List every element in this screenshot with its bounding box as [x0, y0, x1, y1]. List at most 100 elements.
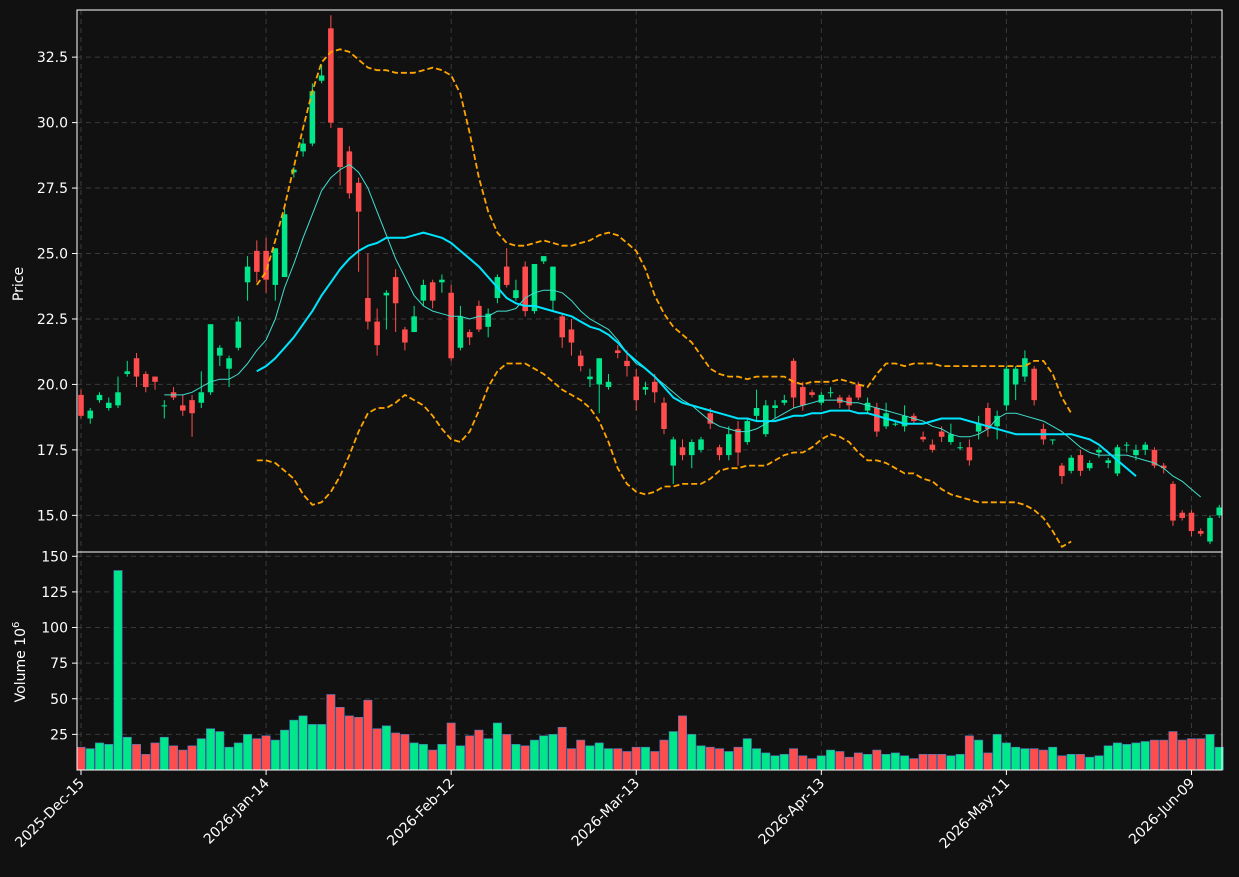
volume-bar: [511, 744, 521, 771]
volume-bar: [335, 707, 345, 771]
volume-bar: [418, 744, 428, 771]
volume-axis-label-text: Volume 10: [13, 628, 29, 702]
candle-body: [1188, 512, 1195, 532]
volume-bar: [678, 715, 687, 771]
candle-body: [726, 434, 732, 456]
volume-bar: [298, 715, 308, 771]
candle-body: [244, 266, 251, 283]
candle-body: [790, 360, 797, 398]
volume-bar: [1159, 739, 1169, 771]
volume-bar: [76, 746, 86, 771]
candle-body: [309, 91, 316, 144]
candle-body: [152, 376, 158, 382]
candle-body: [800, 387, 806, 406]
volume-bar: [696, 745, 706, 771]
volume-bar: [715, 748, 724, 771]
candle-body: [374, 321, 380, 346]
candle-body: [614, 350, 621, 354]
candle-body: [874, 407, 880, 432]
volume-bar: [752, 748, 762, 771]
volume-bar: [594, 742, 604, 771]
candle-body: [948, 434, 954, 443]
candle-body: [457, 316, 464, 348]
volume-bar: [779, 754, 789, 771]
volume-bar: [492, 722, 502, 771]
candle-body: [365, 298, 371, 322]
volume-bar: [206, 728, 216, 771]
candle-body: [1179, 512, 1186, 518]
candle-body: [189, 400, 195, 414]
volume-bar: [918, 754, 928, 771]
volume-bar: [789, 748, 799, 771]
volume-bar: [178, 749, 188, 771]
candle-body: [1123, 444, 1130, 446]
candle-body: [143, 373, 149, 388]
candle-body: [263, 250, 269, 280]
candle-body: [1068, 457, 1074, 471]
candle-body: [411, 316, 417, 333]
volume-bar: [863, 754, 873, 771]
volume-bar: [483, 738, 493, 771]
candle-body: [1049, 439, 1056, 441]
candle-body: [688, 442, 695, 456]
volume-bar: [520, 745, 530, 771]
candle-body: [1160, 465, 1167, 469]
volume-bar: [742, 738, 752, 771]
volume-bar: [1177, 739, 1187, 771]
candle-body: [531, 263, 538, 312]
volume-bar: [437, 744, 447, 771]
candle-body: [707, 413, 714, 424]
candle-body: [540, 256, 547, 262]
volume-bar: [1075, 754, 1085, 771]
volume-tick-label: 25: [50, 727, 68, 743]
volume-bar: [104, 744, 114, 771]
volume-bar: [289, 719, 299, 771]
volume-bar: [539, 735, 549, 771]
volume-bar: [159, 736, 169, 771]
candle-body: [624, 360, 630, 367]
volume-bar: [1187, 738, 1196, 771]
volume-bar: [1029, 748, 1039, 771]
volume-y-axis: 25 50 75 100 125 150: [41, 549, 77, 743]
volume-bar: [1048, 746, 1058, 771]
price-tick-label: 20.0: [37, 377, 68, 393]
candle-body: [402, 329, 408, 343]
candle-body: [827, 392, 834, 394]
volume-bar: [909, 758, 919, 771]
candle-body: [328, 28, 334, 123]
candle-body: [587, 376, 593, 380]
candle-body: [1105, 460, 1111, 463]
volume-bar: [816, 755, 826, 771]
candle-body: [920, 436, 926, 440]
volume-bar: [150, 742, 160, 771]
volume-bar: [992, 734, 1002, 771]
volume-bar: [557, 726, 567, 771]
candle-body: [235, 321, 242, 348]
volume-bar: [983, 752, 993, 771]
volume-bar: [372, 728, 382, 771]
volume-bar: [1038, 749, 1048, 771]
candle-body: [448, 292, 454, 359]
candle-body: [1096, 449, 1102, 453]
volume-bar: [937, 754, 947, 771]
volume-bar: [826, 749, 836, 771]
volume-bar: [141, 754, 151, 771]
volume-bar: [1103, 745, 1113, 771]
volume-bar: [844, 756, 854, 771]
volume-bar: [307, 724, 317, 771]
volume-bar: [363, 699, 373, 771]
candle-body: [735, 428, 741, 453]
volume-bar: [1140, 741, 1150, 771]
candle-body: [892, 423, 899, 425]
volume-bar: [196, 738, 206, 771]
volume-bar: [326, 694, 336, 771]
candle-body: [96, 394, 103, 401]
candle-body: [124, 371, 131, 374]
candle-body: [596, 358, 603, 385]
bollinger-lower-line: [256, 362, 1072, 548]
candle-body: [513, 290, 519, 299]
volume-bars: [76, 570, 1224, 771]
volume-tick-label: 75: [50, 656, 68, 672]
volume-bar: [946, 755, 956, 771]
volume-bar: [881, 754, 891, 771]
